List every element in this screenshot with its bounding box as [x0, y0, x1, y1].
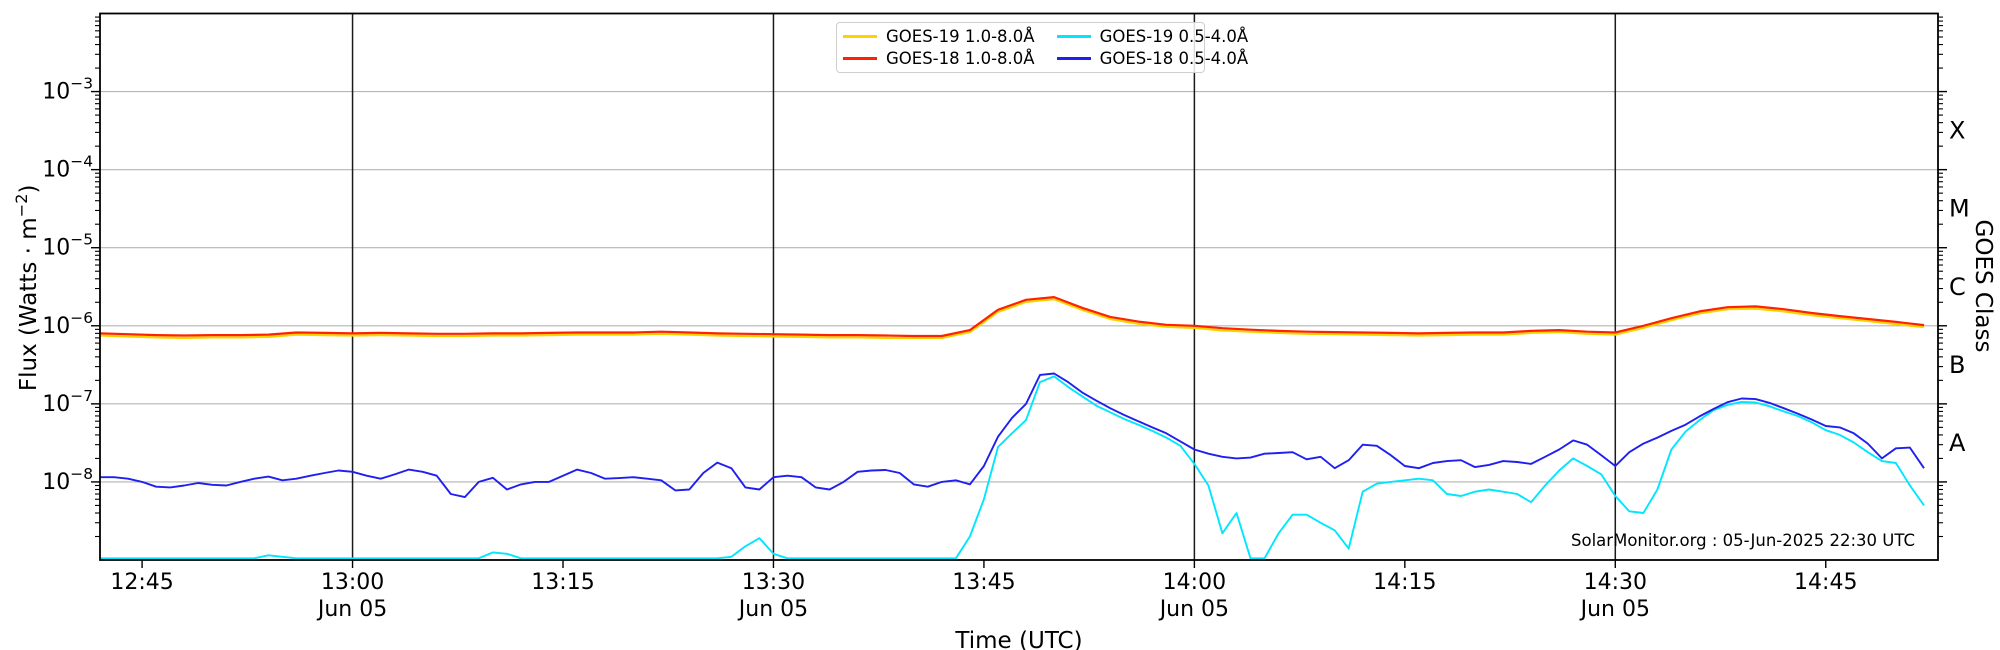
goes-class-letter: M: [1949, 195, 1970, 223]
legend-line-swatch: [843, 35, 877, 39]
series-line-goes-19-0-5-4-0-: [100, 375, 1925, 560]
watermark-text: SolarMonitor.org : 05-Jun-2025 22:30 UTC: [1571, 531, 1915, 550]
x-tick-day-label: Jun 05: [1158, 597, 1229, 622]
y-tick-label: 10−6: [42, 309, 93, 339]
legend-label: GOES-19 0.5-4.0Å: [1099, 27, 1249, 47]
x-tick-day-label: Jun 05: [1579, 597, 1650, 622]
y-axis-title-exponent: −2: [12, 193, 32, 218]
x-tick-label: 13:15: [531, 570, 594, 595]
y-axis-title-text: Flux (Watts · m: [15, 217, 42, 392]
x-axis-title: Time (UTC): [955, 628, 1083, 650]
legend-label: GOES-18 1.0-8.0Å: [886, 48, 1035, 68]
y-tick-label: 10−4: [42, 153, 93, 183]
y-tick-label: 10−7: [42, 387, 93, 417]
legend-item: GOES-18 1.0-8.0Å: [843, 49, 1035, 68]
legend-label: GOES-18 0.5-4.0Å: [1099, 48, 1249, 68]
right-axis-title: GOES Class: [1970, 219, 1996, 353]
series-group: [100, 296, 1925, 560]
x-tick-label: 12:45: [110, 570, 173, 595]
x-tick-label: 13:45: [952, 570, 1015, 595]
goes-class-letter: A: [1949, 429, 1966, 457]
series-line-goes-18-1-0-8-0-: [100, 296, 1925, 338]
y-axis-title: Flux (Watts · m−2): [12, 38, 42, 538]
x-tick-label: 14:00: [1163, 570, 1226, 595]
x-tick-day-label: Jun 05: [316, 597, 387, 622]
x-tick-label: 13:30: [742, 570, 805, 595]
plot-frame: [99, 12, 1939, 561]
x-tick-day-label: Jun 05: [737, 597, 808, 622]
legend-item: GOES-18 0.5-4.0Å: [1056, 48, 1249, 68]
legend-label: GOES-19 1.0-8.0Å: [886, 27, 1035, 47]
y-axis-title-close: ): [15, 184, 42, 194]
x-tick-label: 14:15: [1373, 570, 1436, 595]
legend: GOES-19 1.0-8.0Å GOES-18 1.0-8.0Å GOES-1…: [836, 22, 1248, 73]
y-tick-label: 10−5: [42, 231, 93, 261]
legend-line-swatch: [843, 56, 877, 60]
legend-item: GOES-19 1.0-8.0Å: [843, 27, 1035, 46]
y-tick-label: 10−3: [42, 75, 93, 105]
series-line-goes-19-1-0-8-0-: [100, 298, 1925, 339]
goes-class-letter: C: [1949, 273, 1966, 301]
x-tick-label: 14:30: [1584, 570, 1647, 595]
goes-class-letter: B: [1949, 351, 1965, 379]
series-line-goes-18-0-5-4-0-: [100, 372, 1925, 499]
y-tick-label: 10−8: [42, 465, 93, 495]
x-tick-label: 13:00: [321, 570, 384, 595]
goes-class-letter: X: [1949, 117, 1965, 145]
legend-item: GOES-19 0.5-4.0Å: [1056, 27, 1249, 47]
legend-line-swatch: [1056, 35, 1091, 39]
legend-line-swatch: [1056, 56, 1091, 60]
x-tick-label: 14:45: [1794, 570, 1857, 595]
